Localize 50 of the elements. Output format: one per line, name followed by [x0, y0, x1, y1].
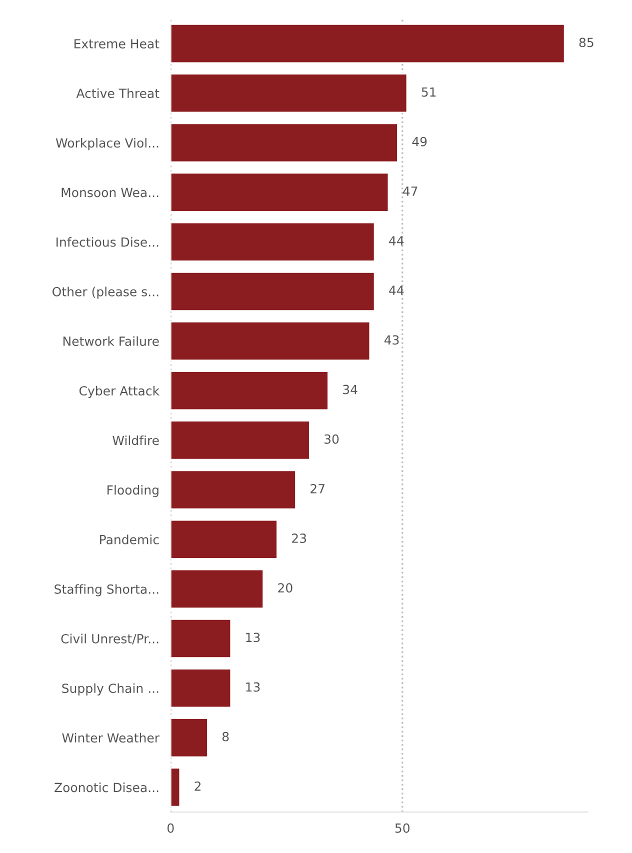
- y-tick-label: Active Threat: [76, 88, 160, 98]
- data-label: 51: [422, 87, 436, 97]
- y-tick-label: Monsoon Wea...: [62, 188, 158, 198]
- y-tick-label: Network Failure: [63, 336, 159, 346]
- data-label: 44: [389, 236, 404, 246]
- bar: [170, 618, 232, 659]
- bar: [170, 222, 376, 262]
- data-label: 2: [194, 781, 200, 791]
- bar: [170, 122, 398, 163]
- y-tick-label: Winter Weather: [62, 732, 160, 743]
- data-label: 85: [579, 38, 594, 48]
- x-tick-label: 0: [167, 823, 174, 833]
- data-label: 13: [246, 632, 260, 642]
- bar: [170, 24, 566, 64]
- data-label: 30: [324, 434, 339, 444]
- y-tick-label: Wildfire: [112, 435, 159, 446]
- bar: [170, 767, 181, 808]
- bar: [170, 568, 264, 609]
- data-label: 34: [343, 384, 358, 394]
- bar: [170, 172, 390, 212]
- bar: [170, 519, 278, 560]
- data-label: 23: [292, 534, 306, 543]
- data-label: 8: [222, 732, 229, 742]
- y-tick-label: Zoonotic Disea...: [54, 782, 158, 792]
- data-label: 20: [278, 583, 292, 593]
- y-tick-label: Cyber Attack: [79, 386, 160, 398]
- y-tick-label: Other (please s...: [52, 286, 158, 299]
- bar: [170, 470, 296, 510]
- y-tick-label: Pandemic: [100, 534, 159, 544]
- y-tick-label: Flooding: [108, 485, 158, 498]
- data-label: 47: [402, 186, 418, 196]
- data-label: 13: [246, 682, 260, 692]
- y-tick-label: Extreme Heat: [74, 39, 160, 48]
- data-label: 44: [389, 286, 404, 295]
- bar: [170, 668, 232, 708]
- y-tick-label: Supply Chain ...: [62, 683, 158, 696]
- data-label: 49: [412, 136, 427, 146]
- y-tick-label: Civil Unrest/Pr...: [61, 634, 158, 644]
- bar: [170, 370, 329, 411]
- bar: [170, 718, 208, 758]
- y-tick-label: Staffing Shorta...: [54, 584, 158, 596]
- bar: [170, 73, 408, 114]
- x-tick-label: 50: [395, 823, 410, 833]
- data-label: 43: [384, 335, 399, 345]
- data-label: 27: [310, 484, 325, 494]
- bar: [170, 420, 310, 460]
- y-tick-label: Workplace Viol...: [56, 138, 158, 150]
- bar: [170, 321, 371, 362]
- bar: [170, 271, 376, 312]
- y-tick-label: Infectious Dise...: [56, 237, 158, 247]
